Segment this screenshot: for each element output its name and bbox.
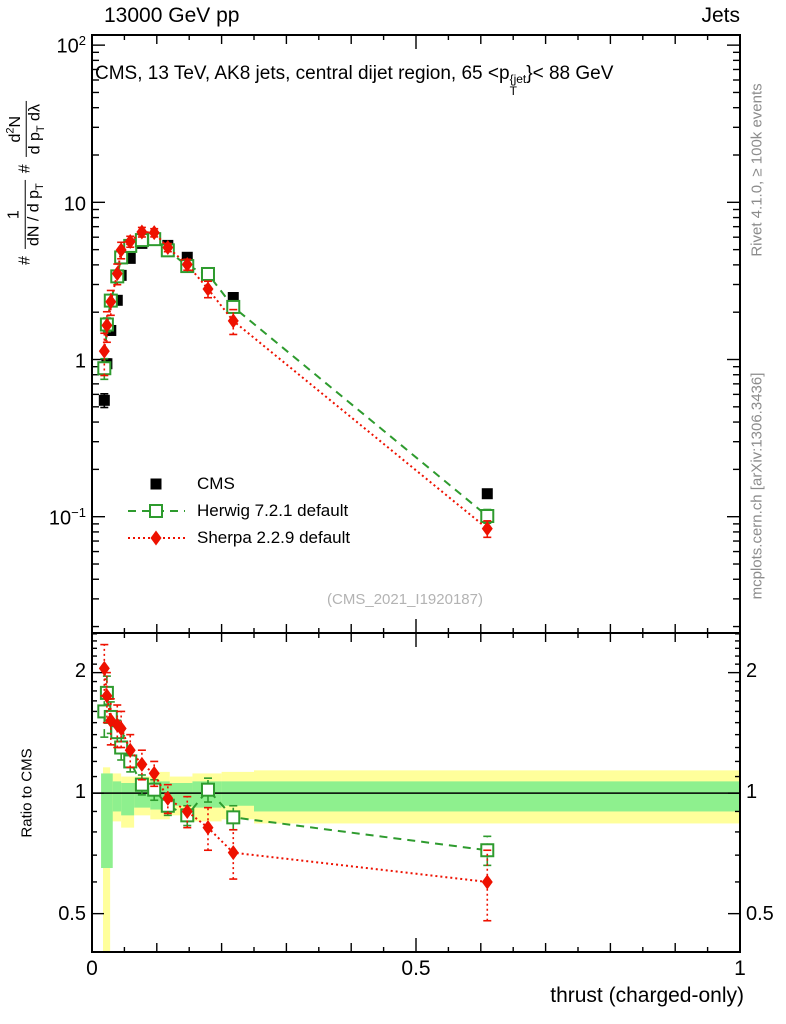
panel-title-suffix: }< 88 GeV bbox=[526, 63, 614, 84]
analysis-id-watermark: (CMS_2021_I1920187) bbox=[327, 591, 483, 608]
y-tick-1e-1: 10−1 bbox=[48, 505, 86, 530]
x-tick-05: 0.5 bbox=[401, 957, 431, 980]
ratio-tick-05-left: 0.5 bbox=[58, 903, 86, 925]
ratio-tick-05-right: 0.5 bbox=[746, 903, 774, 925]
hash-symbol: # bbox=[16, 164, 34, 174]
legend-label-herwig: Herwig 7.2.1 default bbox=[197, 501, 349, 520]
panel-title: CMS, 13 TeV, AK8 jets, central dijet reg… bbox=[95, 63, 613, 97]
y-tick-1e2: 102 bbox=[56, 33, 86, 58]
header-beam-energy: 13000 GeV pp bbox=[104, 4, 240, 27]
legend-label-cms: CMS bbox=[197, 474, 235, 493]
x-axis-title: thrust (charged-only) bbox=[550, 984, 744, 1007]
mcplots-arxiv-note: mcplots.cern.ch [arXiv:1306.3436] bbox=[748, 372, 766, 600]
ratio-tick-1-left: 1 bbox=[74, 781, 86, 803]
ratio-y-axis-title: Ratio to CMS bbox=[18, 748, 36, 838]
y-tick-1e1: 10 bbox=[63, 193, 86, 216]
ratio-tick-1-right: 1 bbox=[746, 781, 758, 803]
panel-title-superscript: {jet bbox=[509, 72, 527, 86]
legend-label-sherpa: Sherpa 2.2.9 default bbox=[197, 528, 351, 547]
hash-symbol: # bbox=[16, 256, 34, 265]
rivet-version-note: Rivet 4.1.0, ≥ 100k events bbox=[748, 83, 766, 257]
x-tick-1: 1 bbox=[734, 957, 746, 980]
ratio-tick-2-left: 2 bbox=[74, 660, 86, 682]
x-tick-0: 0 bbox=[86, 957, 98, 980]
fraction-d2n: d2N d pT dλ bbox=[5, 101, 48, 158]
header-analysis-group: Jets bbox=[701, 4, 740, 27]
ratio-tick-2-right: 2 bbox=[746, 660, 758, 682]
panel-title-subscript: T bbox=[509, 84, 517, 98]
main-y-axis-label: # 1 dN / d pT # d2N d pT dλ bbox=[5, 101, 48, 265]
panel-title-pt-stack: {jet T bbox=[510, 73, 527, 97]
panel-title-prefix: CMS, 13 TeV, AK8 jets, central dijet reg… bbox=[95, 63, 510, 84]
y-tick-1: 1 bbox=[74, 350, 86, 373]
